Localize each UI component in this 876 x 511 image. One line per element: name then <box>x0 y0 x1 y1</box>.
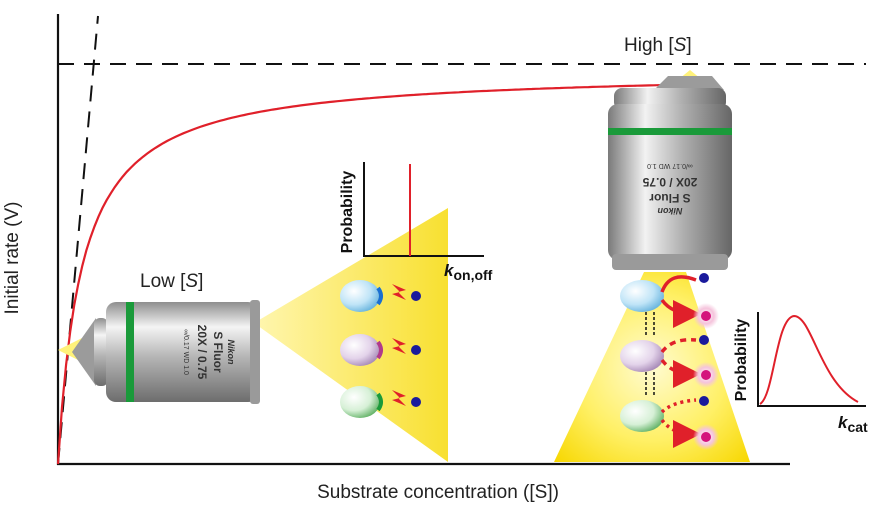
objective-line1: S Fluor <box>649 191 691 205</box>
low-objective-engraving: Nikon S Fluor 20X / 0.75 ∞/0.17 WD 1.0 <box>182 325 236 380</box>
low-s-objective <box>72 300 260 404</box>
y-axis-title: Initial rate (V) <box>2 201 23 315</box>
objective-line3: ∞/0.17 WD 1.0 <box>182 329 189 375</box>
catalysis-plot-xlabel: kcat <box>838 413 868 435</box>
x-axis-title: Substrate concentration ([S]) <box>317 482 559 503</box>
catalysis-plot-ylabel: Probability <box>733 319 750 402</box>
high-s-objective <box>608 76 732 270</box>
objective-line2: 20X / 0.75 <box>195 325 209 380</box>
enzyme-green <box>340 386 421 418</box>
rate-curve <box>56 83 707 465</box>
enzyme-green <box>620 396 719 450</box>
binding-plot-ylabel: Probability <box>339 171 356 254</box>
objective-line2: 20X / 0.75 <box>642 175 697 189</box>
catalysis-probability-plot <box>757 312 866 407</box>
low-s-label: Low [S] <box>140 271 204 292</box>
substrate-dot <box>411 291 421 301</box>
product-dot <box>701 432 711 442</box>
product-dot <box>701 370 711 380</box>
substrate-dot <box>699 396 709 406</box>
objective-line1: S Fluor <box>211 331 225 373</box>
enzyme-purple <box>340 334 421 366</box>
initial-slope-line <box>57 15 99 465</box>
enzyme-blue <box>340 280 421 312</box>
substrate-dot <box>411 397 421 407</box>
binding-probability-plot <box>363 162 484 257</box>
binding-plot-xlabel: kon,off <box>444 261 493 283</box>
low-s-enzymes <box>340 280 421 418</box>
substrate-dot <box>699 335 709 345</box>
high-s-enzymes <box>620 273 719 450</box>
objective-brand: Nikon <box>226 339 236 365</box>
catalysis-rate-distribution <box>759 314 859 405</box>
product-dot <box>701 311 711 321</box>
objective-line3: ∞/0.17 WD 1.0 <box>647 162 693 169</box>
high-s-label: High [S] <box>624 35 692 56</box>
substrate-dot <box>699 273 709 283</box>
objective-brand: Nikon <box>657 206 683 216</box>
substrate-dot <box>411 345 421 355</box>
high-objective-engraving: Nikon S Fluor 20X / 0.75 ∞/0.17 WD 1.0 <box>642 162 697 216</box>
enzyme-purple <box>620 335 719 388</box>
enzyme-blue <box>620 273 719 329</box>
